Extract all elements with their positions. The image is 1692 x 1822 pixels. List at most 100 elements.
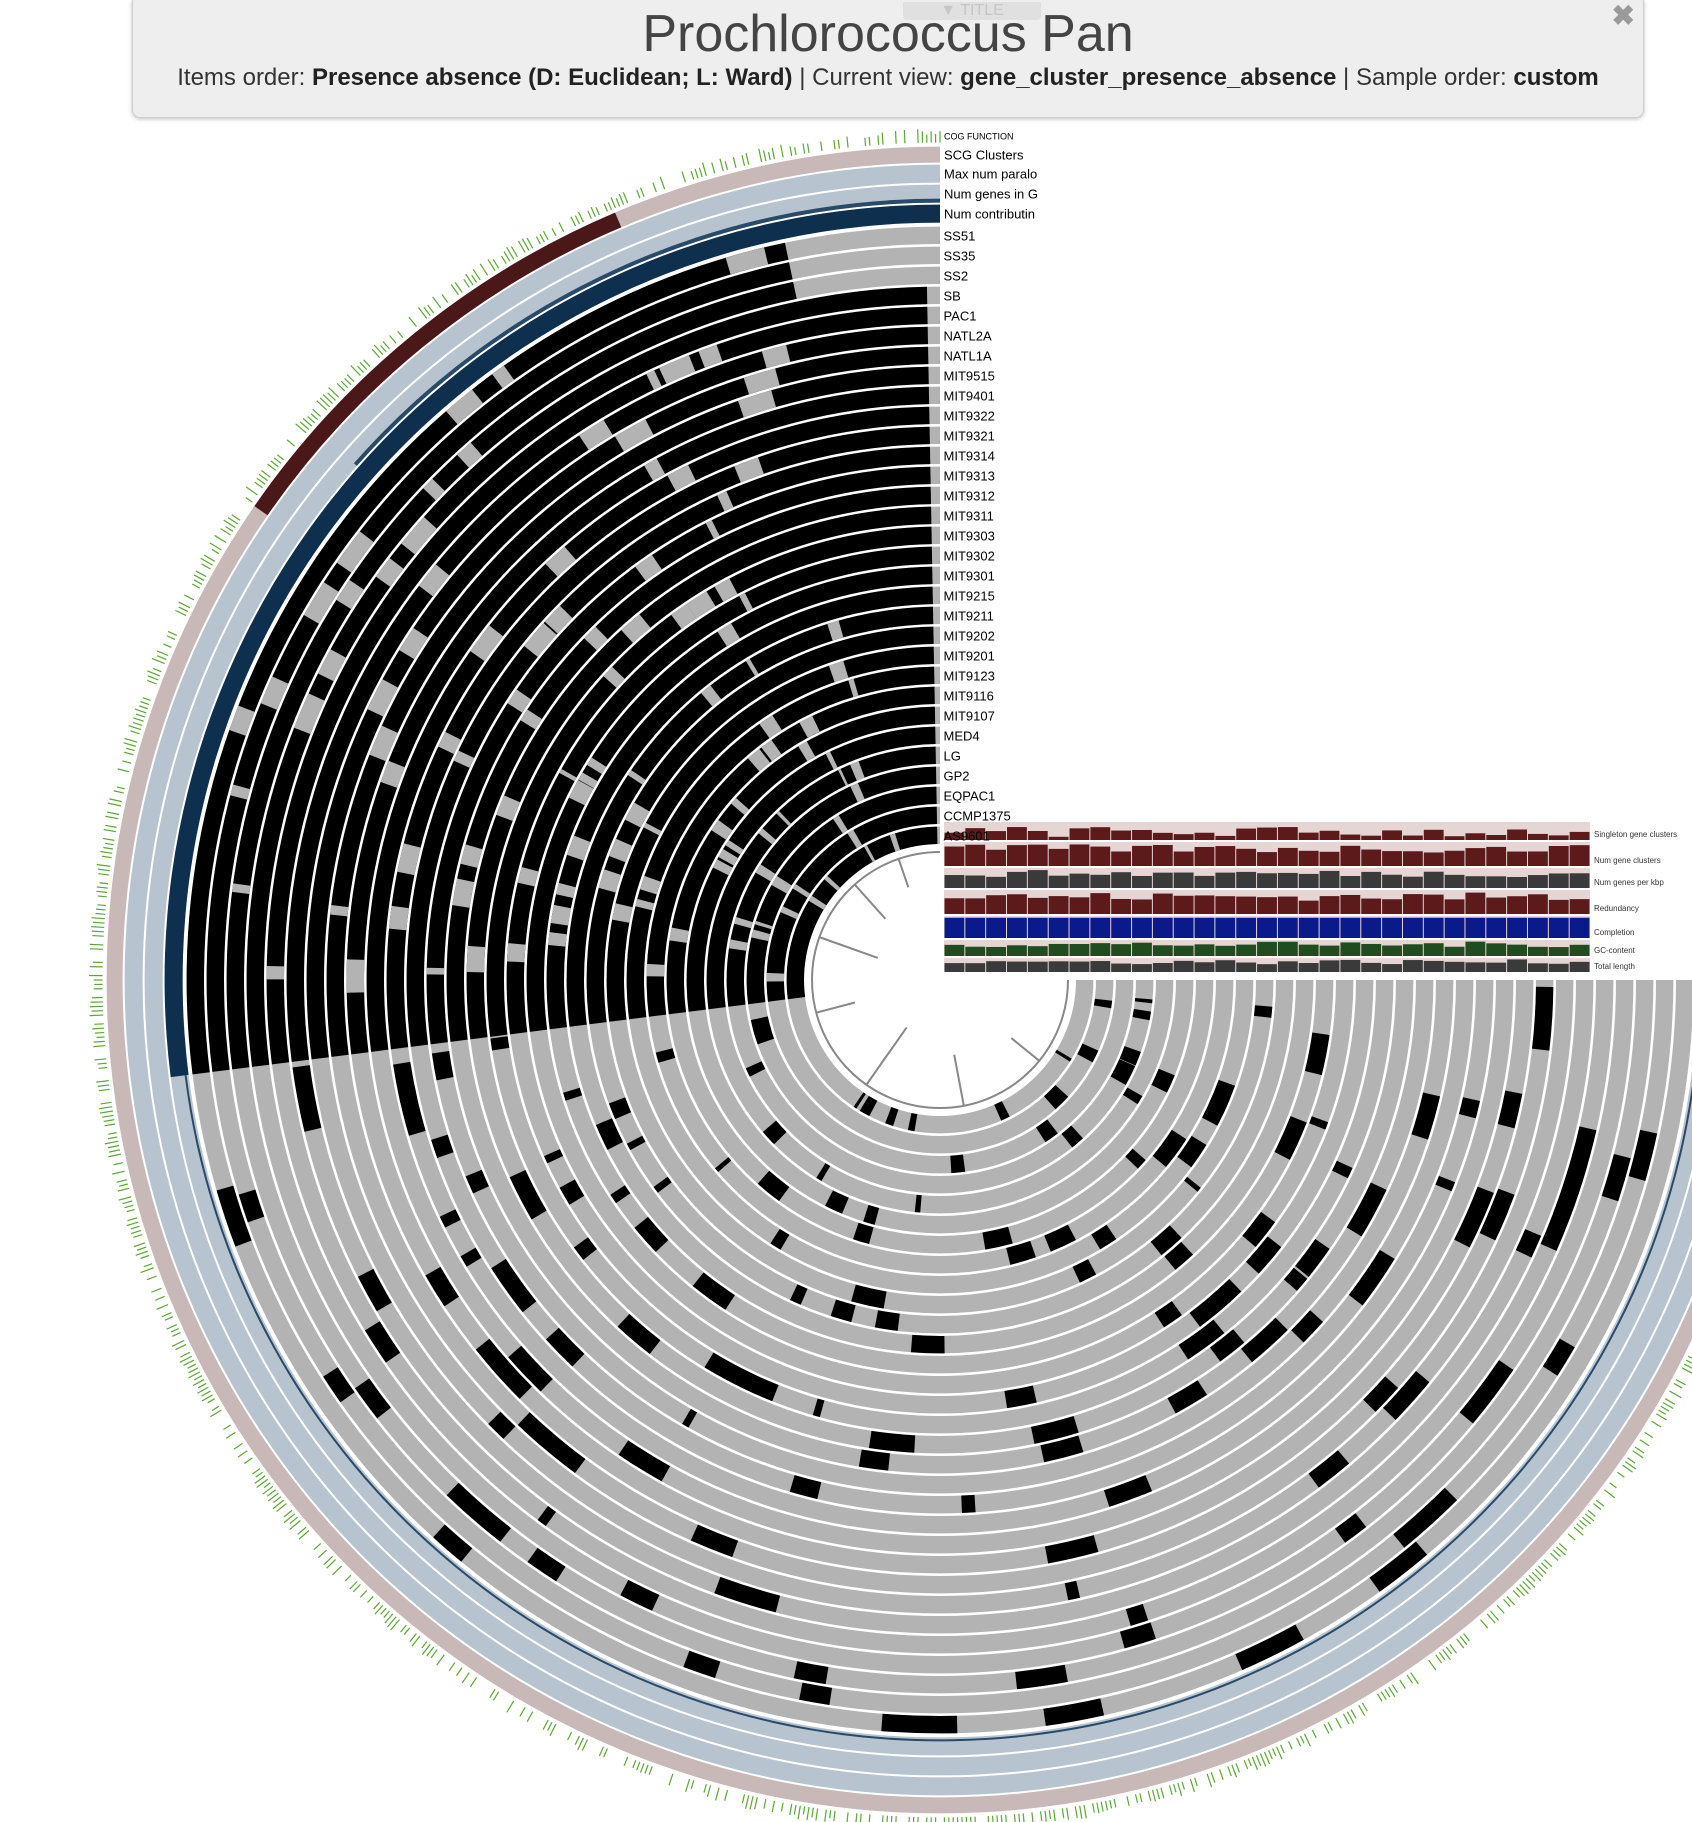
close-icon[interactable]: ✖	[1611, 0, 1635, 31]
cog-function-tick	[1519, 1583, 1529, 1595]
cog-function-tick	[1410, 1672, 1419, 1685]
genome-gap	[438, 731, 461, 755]
genome-label: EQPAC1	[944, 788, 996, 803]
cog-function-tick	[146, 679, 157, 685]
sample-layer-bar	[986, 917, 1007, 938]
cog-function-tick	[97, 904, 106, 907]
sample-layer-bar	[1319, 960, 1340, 972]
sample-layer-bar	[1257, 964, 1277, 972]
genome-label: NATL2A	[944, 328, 992, 343]
sample-layer-bar	[1236, 828, 1257, 840]
cog-function-tick	[96, 863, 111, 867]
genome-gap	[640, 875, 661, 895]
sample-layer-bar	[1486, 917, 1507, 938]
cog-function-tick	[1113, 1798, 1117, 1808]
sample-layer-bar	[1069, 844, 1090, 866]
sample-layer-bar	[1465, 892, 1486, 914]
cog-function-tick	[179, 1355, 193, 1363]
cog-function-tick	[371, 348, 381, 359]
cog-function-tick	[105, 815, 119, 820]
genome-gap	[717, 491, 734, 512]
genome-gap	[614, 419, 654, 452]
genome-label: MIT9322	[944, 408, 995, 423]
cog-function-tick	[103, 846, 114, 850]
cog-function-tick	[113, 790, 124, 794]
cog-function-tick	[1323, 1723, 1330, 1734]
cog-function-tick	[254, 1475, 266, 1484]
cog-function-tick	[1486, 1613, 1496, 1624]
cog-function-tick	[390, 1619, 400, 1631]
sample-layer-bar	[1298, 850, 1319, 866]
cog-function-tick	[517, 240, 526, 253]
cog-function-tick	[1048, 1810, 1052, 1820]
cog-function-tick	[1490, 1610, 1500, 1621]
cog-function-tick	[336, 382, 346, 392]
dendrogram-branch	[953, 1054, 965, 1106]
cog-function-tick	[1438, 1651, 1446, 1661]
cog-function-tick	[1247, 1758, 1252, 1767]
genome-accessory-block	[1035, 1119, 1058, 1143]
genome-label: MIT9301	[944, 568, 995, 583]
genome-accessory-block	[683, 1650, 721, 1679]
genome-gap	[725, 247, 769, 275]
genome-gap	[367, 679, 398, 717]
cog-function-tick	[140, 1254, 150, 1259]
genome-gap	[646, 370, 662, 390]
cog-function-tick	[719, 158, 724, 172]
sample-layer-bar	[1361, 835, 1382, 840]
cog-function-tick	[797, 1805, 801, 1820]
cog-function-tick	[128, 725, 142, 731]
cog-function-tick	[223, 1424, 231, 1430]
genome-accessory-block	[1150, 1225, 1182, 1256]
sample-layer-bar	[1007, 827, 1027, 840]
sample-layer-bar	[1152, 832, 1173, 840]
cog-function-tick	[112, 1170, 125, 1175]
cog-function-tick	[479, 263, 489, 276]
sample-layer-bar	[1423, 943, 1444, 956]
genome-accessory-block	[617, 1313, 661, 1355]
cog-function-tick	[256, 1478, 269, 1488]
genome-gap	[828, 660, 849, 683]
cog-function-tick	[263, 1482, 271, 1489]
genome-gap	[388, 905, 409, 931]
sample-layer-bar	[1402, 944, 1423, 956]
cog-function-tick	[1276, 1746, 1283, 1760]
cog-function-tick	[644, 1764, 649, 1774]
cog-function-tick	[322, 394, 333, 405]
genome-gap	[294, 693, 325, 735]
cog-function-tick	[130, 1229, 142, 1235]
cog-function-tick	[1189, 1778, 1196, 1793]
genome-gap	[496, 795, 521, 821]
sample-order-value: custom	[1513, 64, 1599, 91]
cog-function-tick	[227, 517, 239, 525]
cog-function-tick	[261, 470, 271, 478]
title-toggle-button[interactable]: ▼ TITLE	[903, 2, 1041, 20]
sample-layer-bar	[1194, 846, 1215, 866]
genome-accessory-block	[610, 1185, 631, 1204]
cog-function-tick	[310, 413, 319, 421]
cog-function-tick	[500, 255, 507, 265]
cog-function-tick	[108, 1149, 121, 1153]
dendrogram-branch	[853, 883, 887, 920]
genome-accessory-block	[982, 1226, 1013, 1250]
cog-function-tick	[357, 365, 365, 373]
cog-function-tick	[698, 167, 703, 178]
cog-function-tick	[1303, 1733, 1311, 1747]
sample-layer-bar	[1361, 871, 1382, 888]
sample-layer-bar	[1402, 960, 1423, 972]
items-order-value: Presence absence (D: Euclidean; L: Ward)	[311, 64, 793, 91]
cog-function-tick	[244, 1457, 253, 1464]
cog-function-tick	[542, 1719, 549, 1730]
genome-label: MIT9321	[944, 428, 995, 443]
cog-function-tick	[210, 1409, 222, 1418]
genome-accessory-block	[431, 1051, 454, 1081]
cog-function-tick	[1350, 1709, 1357, 1719]
cog-function-tick	[763, 1798, 767, 1809]
genome-accessory-block	[1532, 986, 1554, 1051]
sample-layer-bar	[1048, 836, 1069, 840]
cog-function-tick	[539, 233, 545, 243]
cog-function-tick	[1013, 1814, 1016, 1822]
genome-accessory-block	[655, 1048, 676, 1063]
cog-function-tick	[307, 416, 316, 424]
cog-function-tick	[749, 1796, 754, 1810]
